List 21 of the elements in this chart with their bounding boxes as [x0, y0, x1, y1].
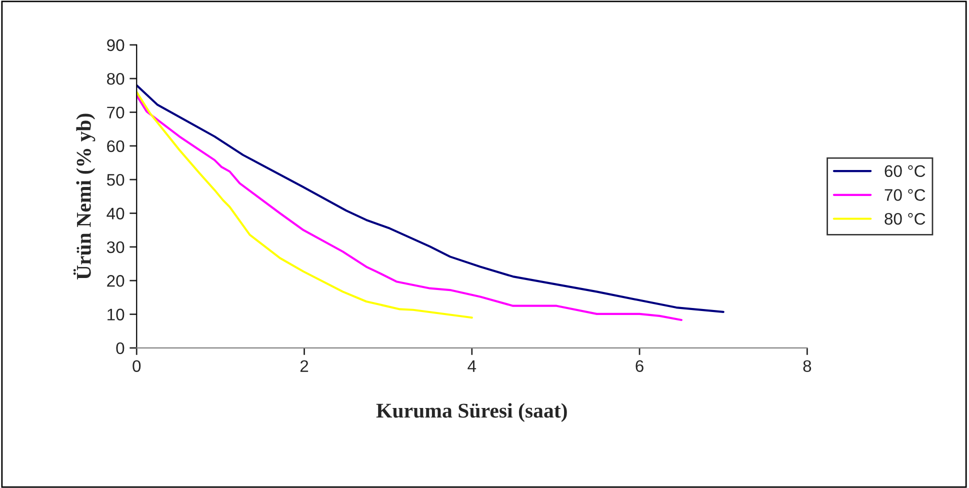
y-tick-label: 90	[107, 39, 124, 52]
x-tick-label: 0	[132, 360, 141, 372]
line-series	[136, 90, 473, 319]
y-tick-label: 50	[106, 174, 124, 186]
legend-label: 70 °C	[884, 189, 926, 201]
y-tick-label: 80	[107, 72, 124, 85]
y-tick-label: 40	[106, 208, 124, 220]
y-axis-title: Ürün Nemi (% yb)	[73, 114, 96, 280]
y-tick-label: 70	[107, 106, 124, 118]
y-tick-label: 0	[116, 342, 124, 354]
legend-label: 60 °C	[884, 165, 926, 178]
y-tick-label: 20	[107, 275, 124, 287]
y-tick-label: 60	[107, 140, 124, 152]
x-tick-label: 4	[468, 360, 476, 372]
y-tick-label: 30	[106, 241, 124, 254]
x-tick-label: 8	[803, 360, 812, 372]
x-axis-title: Kuruma Süresi (saat)	[376, 403, 567, 422]
legend-label: 80 °C	[884, 212, 926, 225]
x-tick-label: 2	[300, 360, 308, 372]
y-tick-label: 10	[108, 308, 124, 320]
x-tick-label: 6	[636, 360, 644, 372]
